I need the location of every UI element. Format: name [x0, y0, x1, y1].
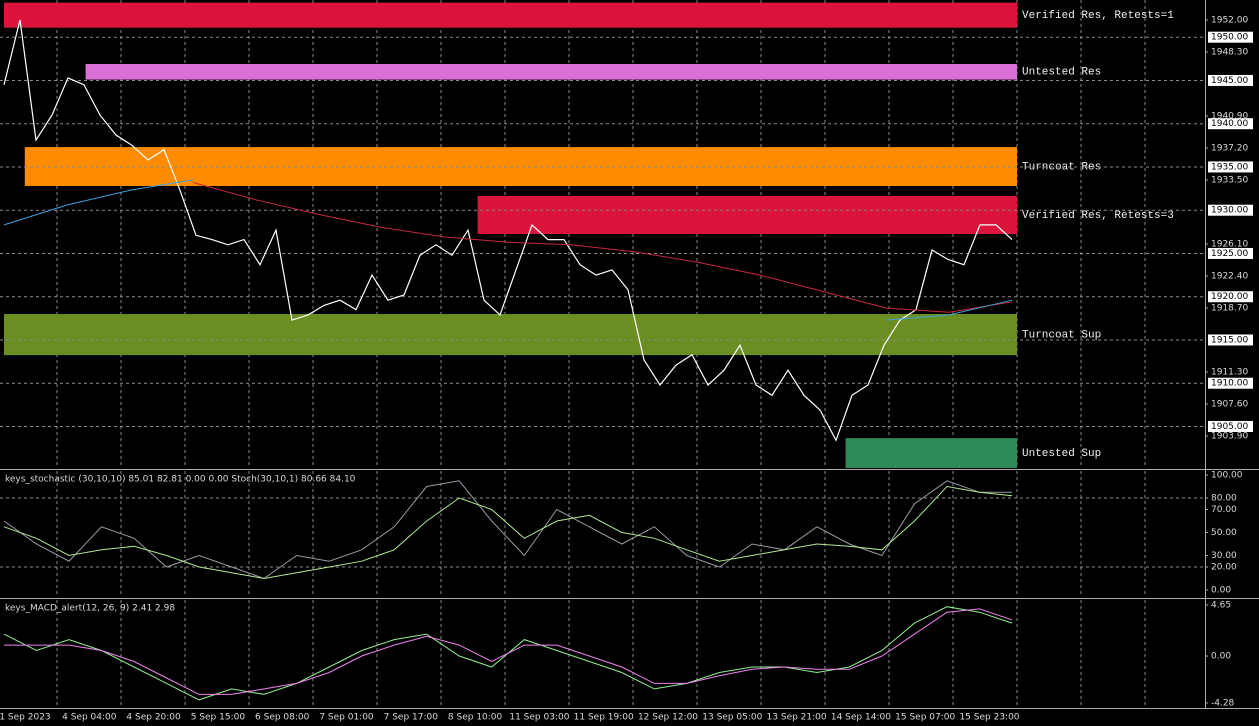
series-line [3, 19, 1013, 442]
indicator-title: keys_MACD_alert(12, 26, 9) 2.41 2.98 [5, 604, 175, 614]
y-tick-label: 0.00 [1211, 652, 1231, 662]
series-line [3, 485, 1013, 580]
y-tick-label: 1918.70 [1211, 303, 1248, 313]
y-tick-label: 30.00 [1211, 551, 1237, 561]
y-tick-label: 1911.30 [1211, 367, 1248, 377]
x-tick-label: 8 Sep 10:00 [448, 713, 503, 723]
level-box [1208, 204, 1253, 216]
y-tick-label: 20.00 [1211, 562, 1237, 572]
y-tick-label: 1915.00 [1211, 335, 1248, 345]
y-tick-label: 1945.00 [1211, 76, 1248, 86]
y-tick-label: 4.65 [1211, 601, 1231, 611]
y-tick-label: 1925.00 [1211, 249, 1248, 259]
x-tick-label: 12 Sep 12:00 [638, 713, 698, 723]
y-tick-label: 1940.00 [1211, 119, 1248, 129]
zone-label: Untested Res [1022, 67, 1101, 79]
zone-label: Untested Sup [1022, 448, 1101, 460]
x-tick-label: 11 Sep 19:00 [574, 713, 634, 723]
zone [24, 147, 1018, 186]
x-tick-label: 11 Sep 03:00 [509, 713, 569, 723]
level-box [1208, 74, 1253, 86]
x-tick-label: 4 Sep 20:00 [126, 713, 181, 723]
y-tick-label: 1926.10 [1211, 239, 1248, 249]
zone-label: Verified Res, Retests=3 [1022, 210, 1174, 222]
x-tick-label: 15 Sep 23:00 [959, 713, 1019, 723]
x-tick-label: 1 Sep 2023 [0, 713, 51, 723]
zone [4, 314, 1017, 356]
y-tick-label: 0.00 [1211, 585, 1231, 595]
zone [85, 64, 1018, 80]
x-tick-label: 13 Sep 05:00 [702, 713, 762, 723]
y-tick-label: 1922.40 [1211, 271, 1248, 281]
zone [845, 438, 1017, 468]
y-tick-label: 100.00 [1211, 471, 1243, 481]
y-tick-label: 1930.00 [1211, 206, 1248, 216]
x-tick-label: 13 Sep 21:00 [767, 713, 827, 723]
series-line [192, 182, 1013, 313]
y-tick-label: 1948.30 [1211, 47, 1248, 57]
level-box [1208, 377, 1253, 389]
level-box [1208, 291, 1253, 303]
x-tick-label: 14 Sep 14:00 [831, 713, 891, 723]
x-tick-label: 6 Sep 08:00 [255, 713, 310, 723]
level-box [1208, 420, 1253, 432]
zone-label: Verified Res, Retests=1 [1022, 10, 1174, 22]
y-tick-label: 1907.60 [1211, 399, 1248, 409]
x-tick-label: 7 Sep 17:00 [384, 713, 439, 723]
series-line [3, 480, 1012, 580]
level-box [1208, 118, 1253, 130]
y-tick-label: 1937.20 [1211, 143, 1248, 153]
y-tick-label: 1903.90 [1211, 431, 1248, 441]
y-tick-label: 1950.00 [1211, 33, 1248, 43]
zone-label: Turncoat Sup [1022, 329, 1101, 341]
x-tick-label: 4 Sep 04:00 [62, 713, 117, 723]
y-tick-label: 1920.00 [1211, 292, 1248, 302]
y-tick-label: 1933.50 [1211, 175, 1248, 185]
x-tick-label: 15 Sep 07:00 [895, 713, 955, 723]
indicator-title: keys_stochastic (30,10,10) 85.01 82.81 0… [5, 475, 356, 485]
y-tick-label: 80.00 [1211, 494, 1237, 504]
level-box [1208, 247, 1253, 259]
y-tick-label: 1952.00 [1211, 15, 1248, 25]
level-box [1208, 31, 1253, 43]
series-line [4, 608, 1013, 695]
series-line [3, 179, 1013, 321]
zone [4, 2, 1017, 28]
y-tick-label: 70.00 [1211, 505, 1237, 515]
y-tick-label: 1910.00 [1211, 379, 1248, 389]
zone [477, 195, 1018, 234]
y-tick-label: 1905.00 [1211, 422, 1248, 432]
zone-label: Turncoat Res [1022, 161, 1101, 173]
level-box [1208, 334, 1253, 346]
y-tick-label: -4.28 [1211, 698, 1235, 708]
y-tick-label: 50.00 [1211, 528, 1237, 538]
level-box [1208, 161, 1253, 173]
y-tick-label: 1935.00 [1211, 162, 1248, 172]
x-tick-label: 5 Sep 15:00 [191, 713, 246, 723]
y-tick-label: 1940.90 [1211, 111, 1248, 121]
x-tick-label: 7 Sep 01:00 [319, 713, 374, 723]
